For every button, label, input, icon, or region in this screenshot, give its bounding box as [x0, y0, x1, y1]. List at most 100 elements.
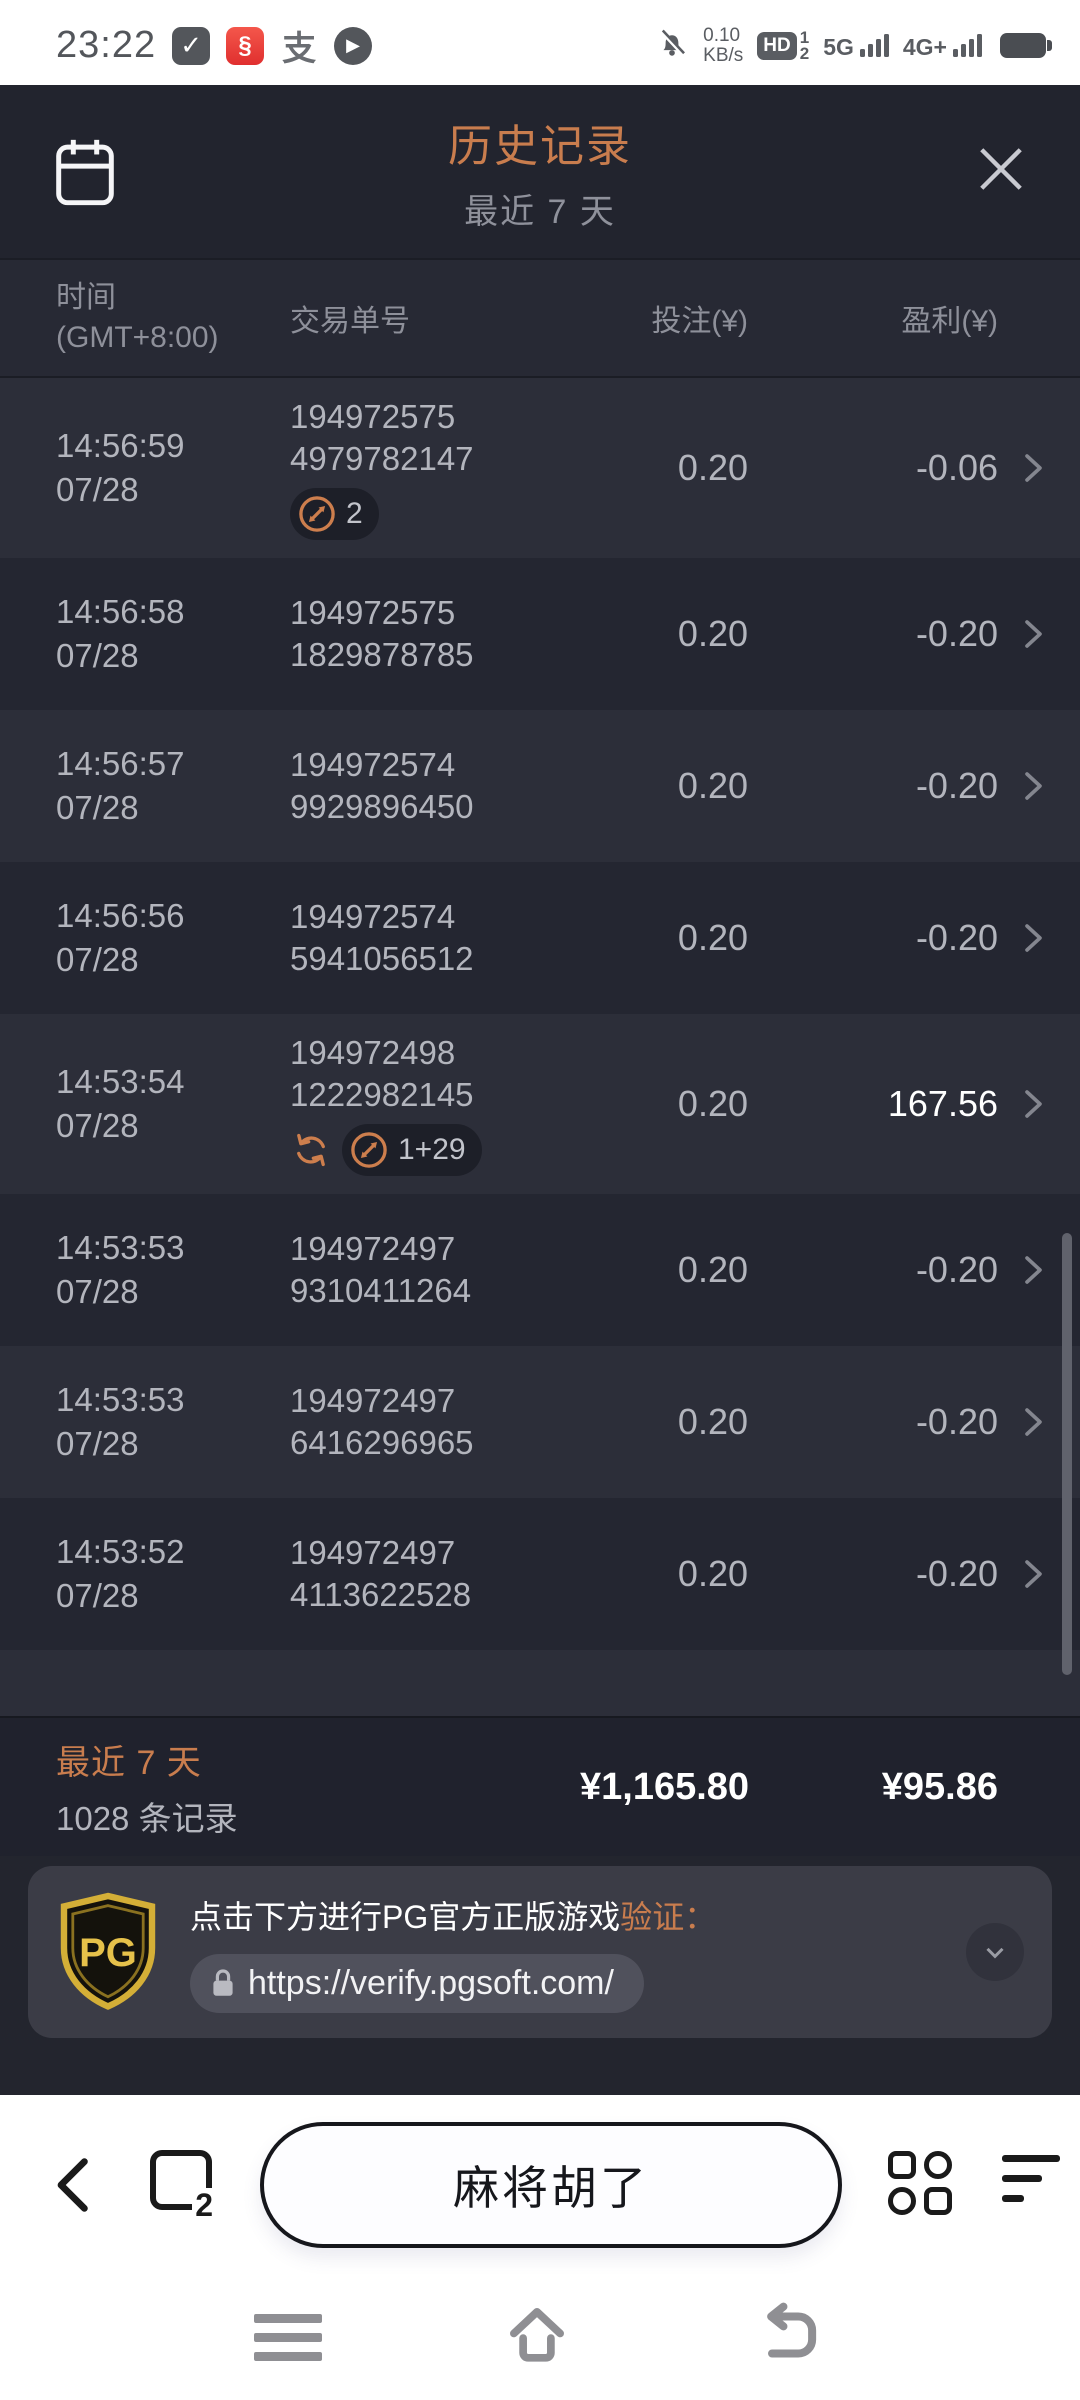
close-button[interactable] — [968, 136, 1034, 207]
row-profit: -0.20 — [915, 1553, 998, 1594]
table-row[interactable]: 14:53:52 07/28 194972497 4113622528 0.20… — [0, 1498, 1080, 1650]
signal-sim2: 4G+ — [903, 34, 982, 59]
row-profit: -0.20 — [915, 917, 998, 958]
calendar-button[interactable] — [46, 132, 124, 212]
home-icon — [510, 2308, 564, 2362]
row-bet: 0.20 — [677, 1249, 748, 1290]
browser-back-button[interactable] — [48, 2153, 100, 2222]
row-time: 14:53:54 07/28 — [56, 1063, 185, 1144]
feature-badge: 1+29 — [342, 1124, 482, 1176]
summary-total-bet: ¥1,165.80 — [580, 1765, 750, 1808]
row-order-id: 194972574 5941056512 — [290, 898, 474, 977]
browser-toolbar: 2 麻将胡了 — [0, 2095, 1080, 2275]
chevron-right-icon — [1025, 454, 1042, 482]
pg-verify-banner: PG 点击下方进行PG官方正版游戏验证： https://verify.pgso… — [28, 1866, 1052, 2038]
verify-url: https://verify.pgsoft.com/ — [248, 1963, 614, 2002]
chevron-right-icon — [1025, 772, 1042, 800]
row-badges: 1+29 — [290, 1124, 580, 1176]
table-row[interactable]: 14:56:57 07/28 194972574 9929896450 0.20… — [0, 710, 1080, 862]
battery-icon — [1000, 33, 1052, 58]
row-bet: 0.20 — [677, 765, 748, 806]
play-icon: ▶ — [334, 26, 373, 65]
table-row[interactable]: 14:53:54 07/28 194972498 1222982145 — [0, 1014, 1080, 1194]
scrollbar-thumb[interactable] — [1062, 1233, 1072, 1675]
lock-icon — [213, 1969, 233, 1996]
red-app-icon: § — [226, 26, 265, 65]
verify-link[interactable]: 验证： — [620, 1898, 717, 1935]
row-order-id: 194972497 9310411264 — [290, 1230, 472, 1309]
row-bet: 0.20 — [677, 1553, 748, 1594]
table-row[interactable]: 14:56:56 07/28 194972574 5941056512 0.20… — [0, 862, 1080, 1014]
row-profit: -0.06 — [915, 447, 998, 488]
badge-count: 2 — [346, 497, 363, 530]
row-order-id: 194972497 6416296965 — [290, 1382, 474, 1461]
chevron-right-icon — [1025, 1090, 1042, 1118]
table-row[interactable]: 14:56:58 07/28 194972575 1829878785 0.20… — [0, 558, 1080, 710]
page-title: 历史记录 — [448, 122, 632, 171]
row-time: 14:56:59 07/28 — [56, 427, 185, 508]
summary-bar: 最近 7 天 1028 条记录 ¥1,165.80 ¥95.86 — [0, 1716, 1080, 1856]
bonus-icon — [299, 496, 335, 532]
col-order-header: 交易单号 — [290, 305, 410, 338]
page-title-pill[interactable]: 麻将胡了 — [260, 2122, 842, 2248]
chevron-right-icon — [1025, 620, 1042, 648]
chevron-left-icon — [57, 2158, 88, 2212]
table-header: 时间 (GMT+8:00) 交易单号 投注(¥) 盈利(¥) — [0, 258, 1080, 378]
history-panel: 历史记录 最近 7 天 时间 (GMT+8:00) 交易单号 投注(¥) 盈利(… — [0, 85, 1080, 2095]
pg-logo: PG — [60, 1892, 156, 2010]
partial-row — [0, 1650, 1080, 1716]
verify-url-button[interactable]: https://verify.pgsoft.com/ — [190, 1953, 644, 2013]
game-title: 麻将胡了 — [453, 2162, 649, 2214]
tab-count-button[interactable]: 2 — [150, 2150, 216, 2222]
browser-chrome: 2 麻将胡了 — [0, 2095, 1080, 2400]
col-profit-header: 盈利(¥) — [901, 305, 998, 338]
row-time: 14:56:56 07/28 — [56, 897, 185, 978]
respin-icon — [297, 1133, 325, 1167]
back-button[interactable] — [752, 2298, 826, 2377]
row-order-id: 194972498 1222982145 1+29 — [290, 1032, 580, 1176]
row-profit: 167.56 — [887, 1083, 998, 1124]
col-time-header: 时间 (GMT+8:00) — [56, 281, 219, 354]
mute-bell-icon — [655, 26, 689, 65]
row-order-id: 194972574 9929896450 — [290, 746, 474, 825]
table-row[interactable]: 14:53:53 07/28 194972497 6416296965 0.20… — [0, 1346, 1080, 1498]
menu-icon — [254, 2314, 322, 2323]
sort-icon — [1002, 2155, 1060, 2162]
chevron-right-icon — [1025, 1560, 1042, 1588]
android-navbar — [0, 2275, 1080, 2400]
alipay-icon: 支 — [282, 30, 317, 68]
row-time: 14:53:53 07/28 — [56, 1381, 185, 1462]
chevron-right-icon — [1025, 924, 1042, 952]
home-button[interactable] — [500, 2298, 574, 2377]
tab-count: 2 — [192, 2188, 216, 2222]
feature-badge: 2 — [290, 488, 379, 540]
table-row[interactable]: 14:56:59 07/28 194972575 4979782147 2 — [0, 378, 1080, 558]
row-bet: 0.20 — [677, 613, 748, 654]
banner-text: 点击下方进行PG官方正版游戏验证： — [190, 1898, 717, 1935]
row-profit: -0.20 — [915, 1249, 998, 1290]
row-time: 14:53:52 07/28 — [56, 1533, 185, 1614]
summary-period: 最近 7 天 — [56, 1743, 202, 1782]
row-bet: 0.20 — [677, 917, 748, 958]
grid-icon — [888, 2151, 916, 2179]
row-profit: -0.20 — [915, 613, 998, 654]
page-subtitle: 最近 7 天 — [464, 193, 616, 231]
summary-count: 1028 条记录 — [56, 1799, 238, 1837]
table-row[interactable]: 14:53:53 07/28 194972497 9310411264 0.20… — [0, 1194, 1080, 1346]
signal-sim1: 5G — [823, 34, 889, 59]
menu-list-button[interactable] — [1002, 2155, 1062, 2215]
row-bet: 0.20 — [677, 447, 748, 488]
row-time: 14:53:53 07/28 — [56, 1229, 185, 1310]
recents-button[interactable] — [254, 2304, 322, 2371]
row-order-id: 194972575 1829878785 — [290, 594, 474, 673]
chevron-right-icon — [1025, 1408, 1042, 1436]
clock: 23:22 — [56, 24, 157, 66]
history-header: 历史记录 最近 7 天 — [0, 85, 1080, 258]
row-order-id: 194972575 4979782147 2 — [290, 396, 580, 540]
row-bet: 0.20 — [677, 1401, 748, 1442]
banner-collapse-button[interactable] — [966, 1923, 1024, 1981]
task-check-icon: ✓ — [172, 26, 211, 65]
dashboard-button[interactable] — [888, 2151, 952, 2215]
